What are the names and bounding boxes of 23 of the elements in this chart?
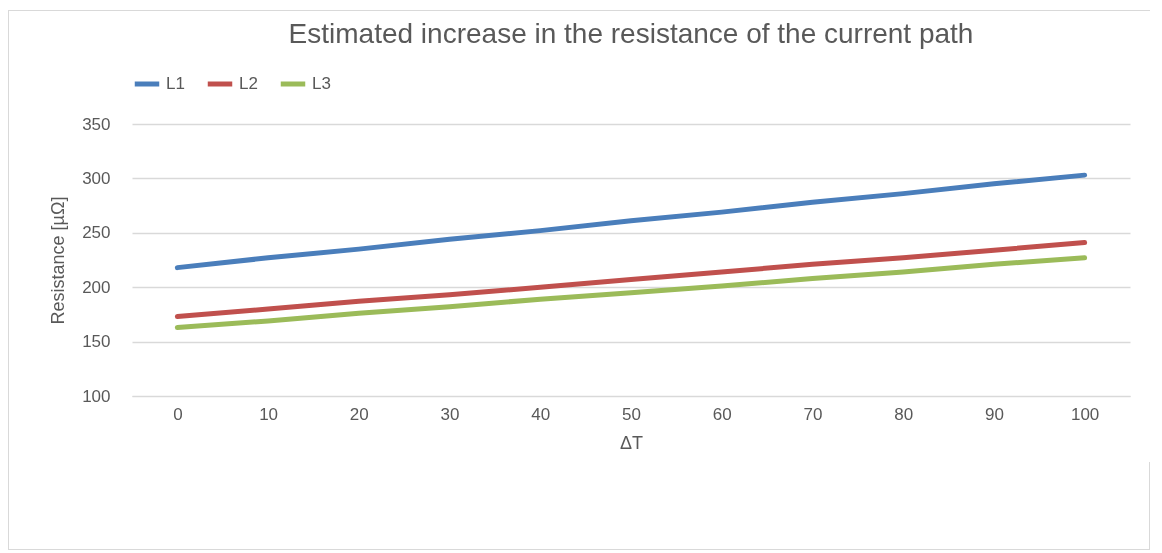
legend-label: L3 [312, 74, 331, 93]
y-tick-label: 350 [82, 114, 111, 134]
x-tick-label: 20 [349, 404, 369, 424]
x-tick-label: 30 [440, 404, 460, 424]
y-tick-label: 150 [82, 332, 111, 352]
x-tick-label: 80 [894, 404, 914, 424]
x-tick-label: 10 [259, 404, 279, 424]
legend-label: L1 [166, 74, 185, 93]
y-tick-label: 200 [82, 277, 111, 297]
y-tick-label: 250 [82, 223, 111, 243]
y-tick-label: 100 [82, 386, 111, 406]
x-tick-label: 40 [531, 404, 551, 424]
x-tick-label: 60 [712, 404, 732, 424]
x-tick-label: 50 [622, 404, 641, 424]
y-axis-title: Resistance [µΩ] [48, 196, 69, 325]
x-tick-label: 0 [173, 404, 183, 424]
x-tick-label: 70 [803, 404, 823, 424]
x-tick-label: 90 [984, 404, 1004, 424]
legend-label: L2 [239, 74, 258, 93]
x-tick-label: 100 [1070, 404, 1100, 424]
y-tick-label: 300 [82, 168, 111, 188]
x-axis-title: ΔT [619, 432, 644, 453]
chart-title: Estimated increase in the resistance of the current path [288, 18, 974, 49]
